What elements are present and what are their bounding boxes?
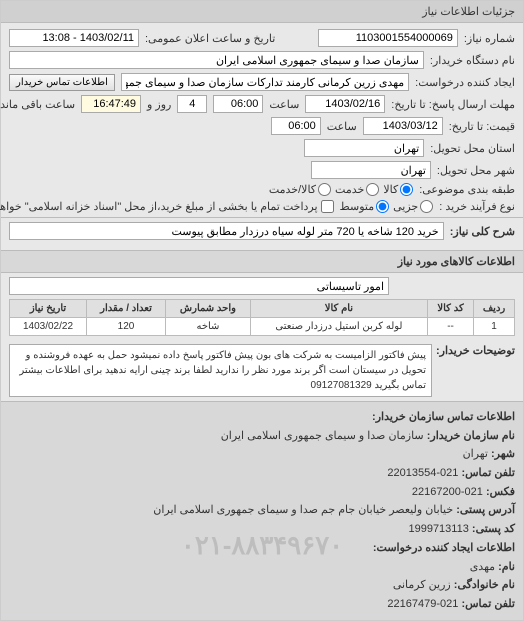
table-cell: 1403/02/22 bbox=[10, 318, 87, 336]
table-cell: 1 bbox=[474, 318, 515, 336]
table-header: واحد شمارش bbox=[166, 300, 251, 318]
c-address: خیابان ولیعصر خیابان جام جم صدا و سیمای … bbox=[153, 504, 453, 516]
c-org: سازمان صدا و سیمای جمهوری اسلامی ایران bbox=[221, 430, 424, 442]
table-cell: شاخه bbox=[166, 318, 251, 336]
details-panel: جزئیات اطلاعات نیاز شماره نیاز: تاریخ و … bbox=[0, 0, 524, 621]
c-phone: 021-22013554 bbox=[387, 467, 458, 479]
creator-input[interactable] bbox=[121, 73, 409, 91]
goods-section-title: اطلاعات کالاهای مورد نیاز bbox=[1, 250, 523, 273]
radio-both[interactable] bbox=[318, 183, 331, 196]
notes-label: توضیحات خریدار: bbox=[436, 344, 515, 357]
c-org-label: نام سازمان خریدار: bbox=[427, 430, 515, 442]
days-remain-input[interactable] bbox=[177, 95, 207, 113]
delivery-city-input[interactable] bbox=[311, 161, 431, 179]
c-city-label: شهر: bbox=[491, 448, 515, 460]
creator-label: ایجاد کننده درخواست: bbox=[415, 76, 515, 89]
table-cell: -- bbox=[428, 318, 474, 336]
contact-section: اطلاعات تماس سازمان خریدار: نام سازمان خ… bbox=[1, 401, 523, 620]
c-postal: 1999713113 bbox=[408, 523, 468, 535]
c-name: مهدی bbox=[470, 561, 495, 573]
request-no-label: شماره نیاز: bbox=[464, 32, 515, 45]
delivery-state-label: استان محل تحویل: bbox=[430, 142, 515, 155]
table-header: ردیف bbox=[474, 300, 515, 318]
c-city: تهران bbox=[463, 448, 488, 460]
buyer-org-input[interactable] bbox=[9, 51, 424, 69]
deadline-label: مهلت ارسال پاسخ: تا تاریخ: bbox=[391, 98, 515, 111]
c-phone-label: تلفن تماس: bbox=[461, 467, 515, 479]
table-header: نام کالا bbox=[250, 300, 427, 318]
process-note-checkbox[interactable] bbox=[321, 200, 334, 213]
deadline-time-input[interactable] bbox=[213, 95, 263, 113]
radio-minor-label[interactable]: جزیی bbox=[393, 200, 433, 213]
c-family-label: نام خانوادگی: bbox=[454, 579, 515, 591]
process-radio-group: جزیی متوسط bbox=[340, 200, 434, 213]
radio-service-label[interactable]: خدمت bbox=[335, 183, 379, 196]
creator-info-title: اطلاعات ایجاد کننده درخواست: bbox=[373, 542, 515, 554]
table-header: کد کالا bbox=[428, 300, 474, 318]
contact-buyer-button[interactable]: اطلاعات تماس خریدار bbox=[9, 74, 115, 91]
c-family: زرین کرمانی bbox=[393, 579, 451, 591]
class-label: طبقه بندی موضوعی: bbox=[419, 183, 515, 196]
contact-title: اطلاعات تماس سازمان خریدار: bbox=[372, 411, 515, 423]
summary-label: شرح کلی نیاز: bbox=[450, 225, 515, 238]
announce-input[interactable] bbox=[9, 29, 139, 47]
class-radio-group: کالا خدمت کالا/خدمت bbox=[269, 183, 413, 196]
radio-goods-label[interactable]: کالا bbox=[383, 183, 413, 196]
process-label: نوع فرآیند خرید : bbox=[439, 200, 515, 213]
table-cell: 120 bbox=[86, 318, 165, 336]
time-remain-input[interactable] bbox=[81, 95, 141, 113]
notes-box: توضیحات خریدار: پیش فاکتور الزامیست به ش… bbox=[9, 344, 515, 397]
request-no-input[interactable] bbox=[318, 29, 458, 47]
goods-table: ردیفکد کالانام کالاواحد شمارشتعداد / مقد… bbox=[9, 299, 515, 336]
process-note: پرداخت تمام یا بخشی از مبلغ خرید،از محل … bbox=[0, 200, 318, 213]
delivery-city-label: شهر محل تحویل: bbox=[437, 164, 515, 177]
panel-title: جزئیات اطلاعات نیاز bbox=[422, 6, 515, 18]
goods-select-input[interactable] bbox=[9, 277, 389, 295]
radio-both-label[interactable]: کالا/خدمت bbox=[269, 183, 331, 196]
c-name-label: نام: bbox=[498, 561, 515, 573]
c-address-label: آدرس پستی: bbox=[456, 504, 515, 516]
c-postal-label: کد پستی: bbox=[472, 523, 515, 535]
buyer-org-label: نام دستگاه خریدار: bbox=[430, 54, 515, 67]
process-note-checkbox-label[interactable]: پرداخت تمام یا بخشی از مبلغ خرید،از محل … bbox=[0, 200, 334, 213]
price-until-label: قیمت: تا تاریخ: bbox=[449, 120, 515, 133]
days-remain-label: روز و bbox=[147, 98, 171, 111]
table-row: 1--لوله کربن استیل درزدار صنعتیشاخه12014… bbox=[10, 318, 515, 336]
table-cell: لوله کربن استیل درزدار صنعتی bbox=[250, 318, 427, 336]
announce-label: تاریخ و ساعت اعلان عمومی: bbox=[145, 32, 275, 45]
time-remain-label: ساعت باقی مانده bbox=[0, 98, 75, 111]
radio-service[interactable] bbox=[366, 183, 379, 196]
delivery-state-input[interactable] bbox=[304, 139, 424, 157]
notes-text: پیش فاکتور الزامیست به شرکت های بون پیش … bbox=[9, 344, 432, 397]
c-cphone: 021-22167479 bbox=[387, 598, 458, 610]
c-fax-label: فکس: bbox=[486, 486, 515, 498]
panel-body: شماره نیاز: تاریخ و ساعت اعلان عمومی: نا… bbox=[1, 23, 523, 250]
radio-medium[interactable] bbox=[376, 200, 389, 213]
table-header: تعداد / مقدار bbox=[86, 300, 165, 318]
radio-goods[interactable] bbox=[400, 183, 413, 196]
price-date-input[interactable] bbox=[363, 117, 443, 135]
deadline-date-input[interactable] bbox=[305, 95, 385, 113]
price-time-input[interactable] bbox=[271, 117, 321, 135]
deadline-time-label: ساعت bbox=[269, 98, 299, 111]
price-time-label: ساعت bbox=[327, 120, 357, 133]
table-header: تاریخ نیاز bbox=[10, 300, 87, 318]
radio-medium-label[interactable]: متوسط bbox=[340, 200, 390, 213]
summary-input[interactable] bbox=[9, 222, 444, 240]
radio-minor[interactable] bbox=[420, 200, 433, 213]
panel-header: جزئیات اطلاعات نیاز bbox=[1, 1, 523, 23]
c-fax: 021-22167200 bbox=[412, 486, 483, 498]
c-cphone-label: تلفن تماس: bbox=[461, 598, 515, 610]
